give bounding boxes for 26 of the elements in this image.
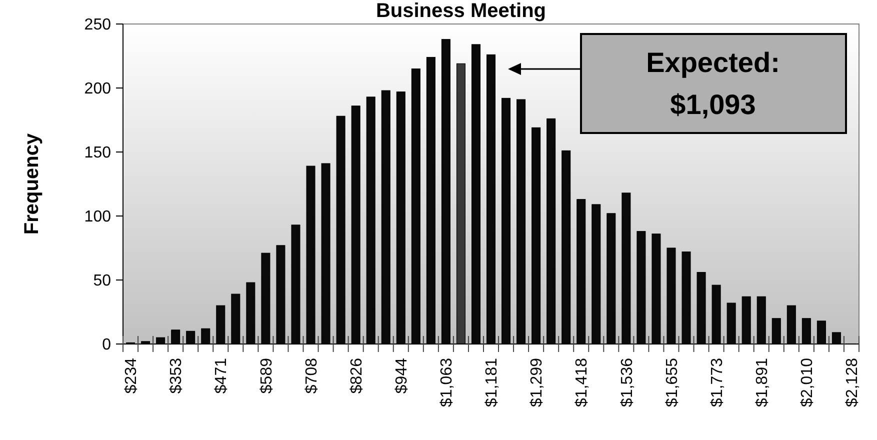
y-tick-label: 200 [84,80,112,98]
y-axis-title: Frequency [21,132,43,235]
x-tick-label: $1,773 [708,358,726,407]
x-tick-label: $1,536 [618,358,636,407]
x-tick-label: $1,655 [664,358,681,407]
x-tick-label: $234 [123,358,140,394]
x-tick-label: $708 [303,358,320,394]
y-tick-label: 50 [93,272,112,290]
y-tick-label: 0 [102,336,112,354]
x-tick-label: $1,891 [754,358,771,407]
x-tick-label: $589 [258,358,276,394]
y-tick-label: 100 [84,208,112,226]
annotation: Expected: $1,093 [646,47,780,120]
y-tick-label: 150 [84,144,112,162]
x-tick-label: $2,128 [844,358,862,407]
x-tick-label: $1,299 [528,358,546,407]
x-tick-label: $2,010 [799,358,816,407]
y-tick-label: 250 [84,16,112,34]
chart-title: Business Meeting [376,0,546,22]
x-tick-label: $353 [168,358,186,394]
x-tick-label: $1,063 [438,358,456,407]
x-tick-label: $471 [213,358,230,394]
x-tick-label: $944 [393,358,410,394]
x-tick-label: $1,181 [484,358,501,407]
x-tick-label: $1,418 [574,358,591,407]
x-tick-label: $826 [348,358,366,394]
